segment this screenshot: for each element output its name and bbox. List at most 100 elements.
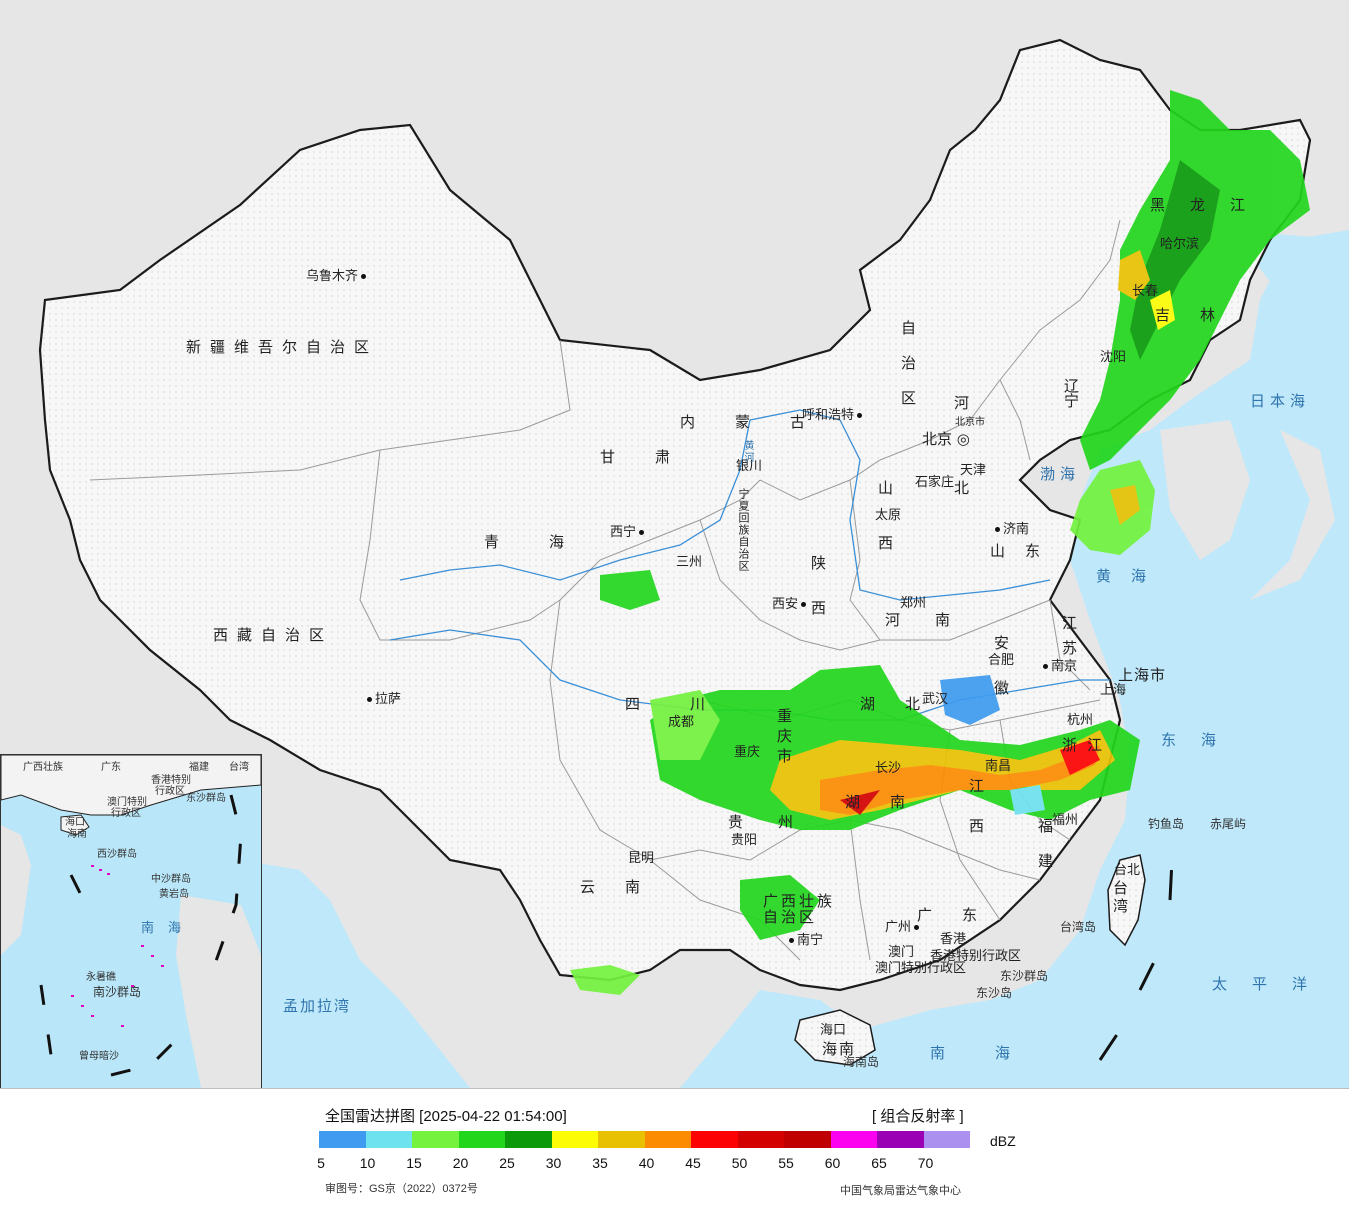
sea-pacific: 太平洋	[1212, 975, 1333, 993]
legend-approval-number: 审图号：GS京（2022）0372号	[325, 1183, 478, 1195]
province-label-jilin: 吉林	[1155, 306, 1246, 324]
legend-tick-label: 35	[592, 1155, 608, 1171]
sea-bohai: 渤海	[1040, 465, 1081, 483]
city-nanning: 南宁	[786, 934, 823, 947]
city-yinchuan: 银川	[736, 459, 763, 474]
city-hongkong: 香港	[940, 932, 967, 947]
legend-swatch	[505, 1131, 552, 1148]
legend-panel: 全国雷达拼图 [2025-04-22 01:54:00] [ 组合反射率 ] d…	[0, 1089, 1349, 1208]
sea-south: 南海	[930, 1044, 1061, 1062]
province-label-chongqing: 重庆市	[775, 708, 793, 768]
city-chengdu: 成都	[668, 715, 695, 730]
inset-zengmu: 曾母暗沙	[79, 1051, 119, 1062]
radar-map: 新疆维吾尔自治区 西藏自治区 青海 甘肃 内蒙古 自治区 宁夏回族自治区 陕西 …	[0, 0, 1349, 1089]
province-label-guizhou: 贵州	[728, 813, 829, 831]
legend-tick-label: 65	[871, 1155, 887, 1171]
inset-taiwan: 台湾	[229, 762, 249, 773]
province-label-hunan: 湖南	[845, 793, 936, 811]
legend-tick-label: 25	[499, 1155, 515, 1171]
ocean-bengal	[240, 860, 470, 1088]
legend-title: 全国雷达拼图 [2025-04-22 01:54:00]	[325, 1108, 567, 1125]
province-label-xizang: 西藏自治区	[213, 626, 334, 644]
inset-south-sea: 南海	[141, 921, 196, 936]
hainan-land	[794, 1009, 876, 1066]
inset-nansha: 南沙群岛	[93, 985, 142, 999]
sea-japan: 日本海	[1250, 392, 1311, 410]
province-label-qinghai: 青海	[484, 533, 615, 551]
city-harbin: 哈尔滨	[1160, 237, 1200, 252]
legend-tick-label: 60	[824, 1155, 841, 1171]
inset-zhongsha: 中沙群岛	[151, 874, 191, 885]
legend-swatch	[598, 1131, 645, 1148]
island-dongsha: 东沙岛	[976, 986, 1013, 1000]
province-label-yunnan: 云南	[580, 878, 671, 896]
island-diaoyu: 钓鱼岛	[1148, 817, 1185, 831]
city-beijing: 北京 ◎	[922, 430, 970, 448]
province-label-shaanxi: 陕西	[809, 555, 827, 645]
province-label-zhejiang: 浙江	[1062, 736, 1113, 754]
taiwan-land	[1107, 854, 1146, 947]
radar-echoes	[570, 90, 1310, 995]
province-label-ningxia: 宁夏回族自治区	[737, 488, 750, 572]
city-lhasa: 拉萨	[364, 693, 401, 706]
inset-guangdong: 广东	[101, 762, 121, 773]
legend-swatch	[644, 1131, 691, 1148]
legend-swatch	[737, 1131, 784, 1148]
map-canvas	[38, 38, 1349, 1088]
city-taipei: 台北	[1114, 863, 1141, 878]
legend-unit: dBZ	[990, 1133, 1016, 1149]
city-nanjing: 南京	[1040, 660, 1077, 673]
city-fuzhou: 福州	[1052, 813, 1079, 828]
legend-tick-label: 15	[406, 1155, 422, 1171]
province-label-jiangxi: 江西	[967, 778, 985, 858]
inset-xisha: 西沙群岛	[97, 849, 137, 860]
legend-swatch	[830, 1131, 877, 1148]
city-zhengzhou: 郑州	[900, 596, 927, 611]
city-xian: 西安	[772, 598, 809, 611]
inset-fujian: 福建	[189, 762, 209, 773]
legend-tick-label: 50	[731, 1155, 748, 1171]
city-guiyang: 贵阳	[731, 833, 758, 848]
province-label-heilongjiang: 黑龙江	[1150, 196, 1271, 214]
province-label-xinjiang: 新疆维吾尔自治区	[186, 338, 379, 356]
legend-tick-label: 70	[917, 1155, 934, 1171]
legend-swatch	[551, 1131, 598, 1148]
legend-tick-label: 45	[685, 1155, 701, 1171]
inset-macau-2: 行政区	[111, 808, 141, 819]
sea-bengal: 孟加拉湾	[283, 997, 352, 1015]
city-beijing-small: 北京市	[955, 417, 985, 428]
island-hainan: 海南岛	[843, 1055, 880, 1069]
island-chiwei: 赤尾屿	[1210, 817, 1247, 831]
city-changsha: 长沙	[875, 761, 902, 776]
city-hangzhou: 杭州	[1067, 713, 1094, 728]
province-label-anhui: 安徽	[992, 635, 1010, 725]
inset-hainan: 海南	[67, 829, 87, 840]
legend-tick-label: 40	[638, 1155, 655, 1171]
region-label-hongkong: 香港特别行政区	[930, 949, 1022, 964]
province-label-shandong: 山东	[990, 542, 1061, 560]
legend-tick-label: 20	[452, 1155, 469, 1171]
river-yellow: 黄河	[742, 440, 753, 464]
sea-east: 东海	[1161, 731, 1242, 749]
inset-macau-1: 澳门特别	[107, 797, 147, 808]
province-label-hebei: 河北	[952, 395, 970, 565]
island-taiwan: 台湾岛	[1060, 920, 1097, 934]
province-label-sichuan: 四川	[625, 695, 756, 713]
province-label-neimenggu-2: 自治区	[899, 320, 917, 425]
legend-swatch	[923, 1131, 970, 1148]
inset-canvas	[1, 755, 261, 1088]
south-china-sea-inset: 广西壮族 广东 福建 台湾 香港特别 行政区 澳门特别 行政区 东沙群岛 海口 …	[0, 754, 262, 1088]
legend-swatch	[691, 1131, 738, 1148]
province-label-guangdong: 广东	[917, 906, 1008, 924]
city-chongqing: 重庆	[734, 745, 761, 760]
city-kunming: 昆明	[628, 851, 655, 866]
city-jinan: 济南	[992, 523, 1029, 536]
province-label-jiangsu: 江苏	[1060, 615, 1078, 665]
legend-tick-label: 55	[778, 1155, 794, 1171]
province-label-fujian: 福建	[1036, 818, 1054, 888]
island-dongsha-group: 东沙群岛	[1000, 969, 1049, 983]
inset-haikou: 海口	[65, 817, 85, 828]
city-hohhot: 呼和浩特	[802, 409, 865, 422]
inset-hk-1: 香港特别	[151, 775, 191, 786]
province-label-shanghai: 上海市	[1118, 666, 1167, 684]
